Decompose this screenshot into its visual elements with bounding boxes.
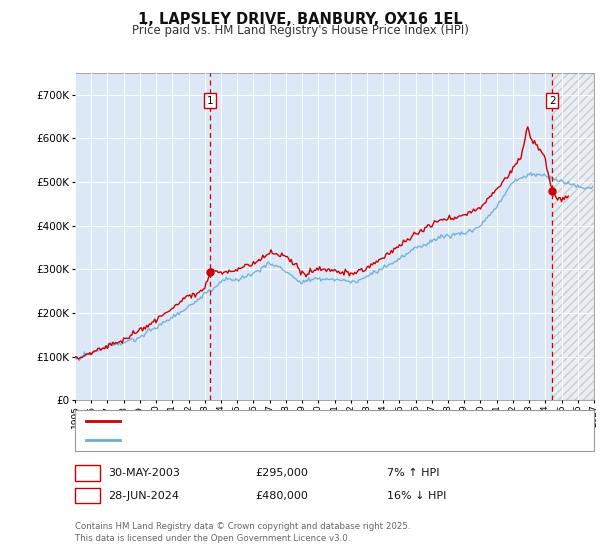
- Text: 30-MAY-2003: 30-MAY-2003: [108, 468, 180, 478]
- Text: HPI: Average price, detached house, Cherwell: HPI: Average price, detached house, Cher…: [127, 435, 366, 445]
- Text: 28-JUN-2024: 28-JUN-2024: [108, 491, 179, 501]
- Text: Price paid vs. HM Land Registry's House Price Index (HPI): Price paid vs. HM Land Registry's House …: [131, 24, 469, 36]
- Text: Contains HM Land Registry data © Crown copyright and database right 2025.
This d: Contains HM Land Registry data © Crown c…: [75, 522, 410, 543]
- Bar: [552, 73, 594, 400]
- Text: 1, LAPSLEY DRIVE, BANBURY, OX16 1EL: 1, LAPSLEY DRIVE, BANBURY, OX16 1EL: [137, 12, 463, 27]
- Text: £295,000: £295,000: [255, 468, 308, 478]
- Text: 1, LAPSLEY DRIVE, BANBURY, OX16 1EL (detached house): 1, LAPSLEY DRIVE, BANBURY, OX16 1EL (det…: [127, 417, 428, 426]
- Text: 1: 1: [207, 96, 214, 106]
- Text: 2: 2: [549, 96, 556, 106]
- Text: 16% ↓ HPI: 16% ↓ HPI: [387, 491, 446, 501]
- Text: 1: 1: [84, 468, 91, 478]
- Text: 7% ↑ HPI: 7% ↑ HPI: [387, 468, 439, 478]
- Text: 2: 2: [84, 491, 91, 501]
- Text: £480,000: £480,000: [255, 491, 308, 501]
